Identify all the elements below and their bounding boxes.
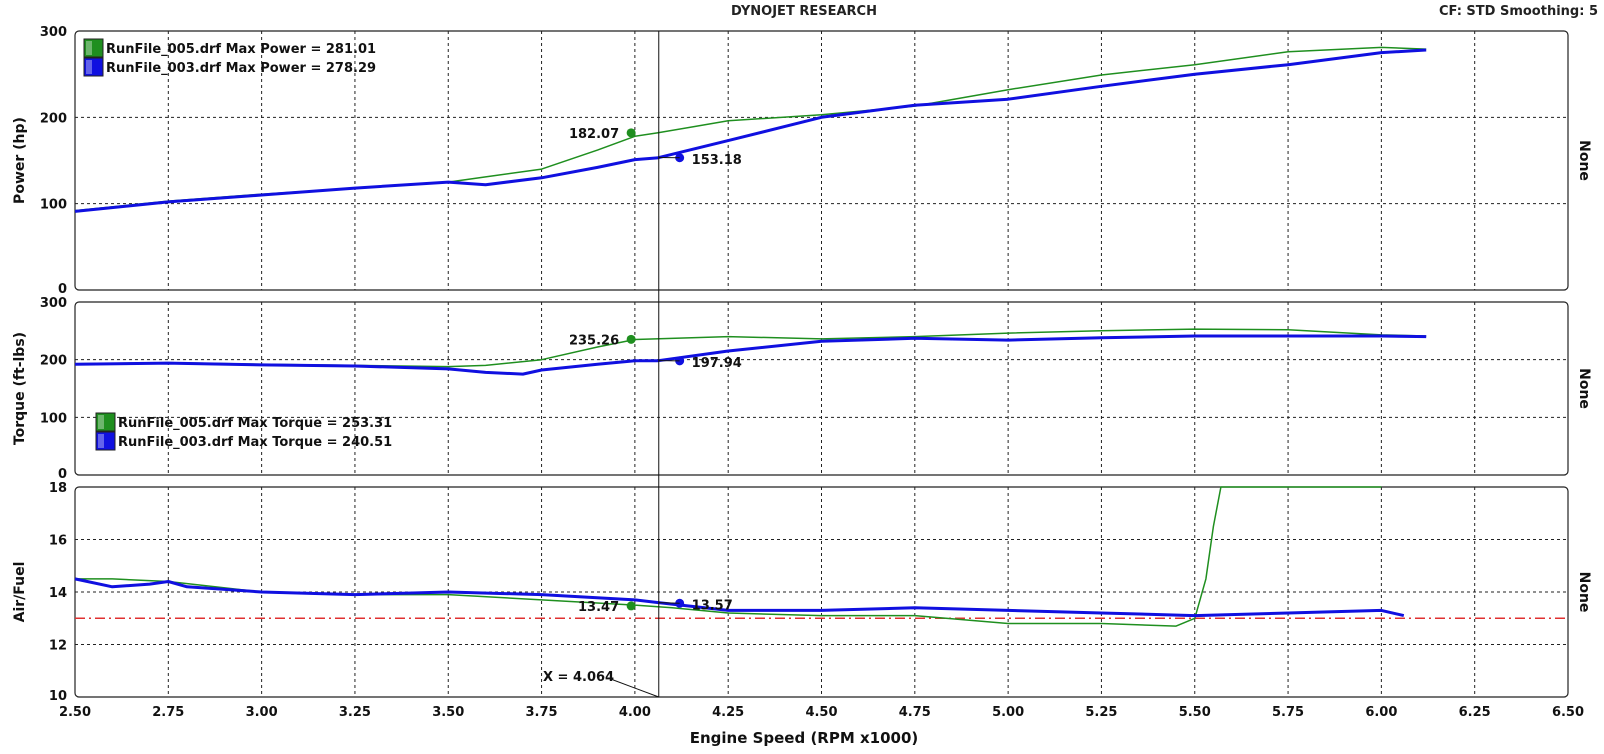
cursor-marker-green [626,334,636,344]
x-tick-label: 3.25 [339,705,371,720]
x-tick-label: 2.50 [59,705,91,720]
series-line-runfile-003 [74,334,1427,376]
x-tick-label: 4.25 [712,705,744,720]
x-tick-label: 2.75 [152,705,184,720]
x-tick-label: 5.25 [1085,705,1117,720]
legend-swatch-highlight [98,415,104,429]
legend-entry: RunFile_005.drf Max Torque = 253.31 [118,416,392,431]
right-axis-label: None [1576,572,1592,613]
x-tick-label: 3.50 [432,705,464,720]
series-line-runfile-003 [74,577,1405,618]
right-axis-label: None [1576,140,1592,181]
legend-swatch [95,431,116,451]
x-tick-label: 3.00 [246,705,278,720]
x-tick-label: 5.50 [1179,705,1211,720]
x-tick-label: 6.50 [1552,705,1584,720]
cursor-marker-green [626,128,636,138]
legend-swatch-highlight [86,41,92,55]
x-tick-label: 4.75 [899,705,931,720]
x-tick-label: 3.75 [526,705,558,720]
legend-swatch-highlight [98,434,104,448]
y-tick-label: 10 [49,689,67,704]
annotation-green-value: 13.47 [578,600,619,615]
y-axis-label: Power (hp) [12,117,28,204]
legend-entry: RunFile_003.drf Max Power = 278.29 [106,61,376,76]
power-panel: 0 100 200 300 Power (hp) None RunFile_005.drf … [12,25,1592,297]
torque-panel: 0 100 200 300 Torque (ft-lbs) None RunFile_005… [12,296,1592,482]
y-tick-label: 16 [49,534,67,549]
legend-swatch [83,57,104,77]
y-tick-label: 100 [40,198,67,213]
y-tick-label: 200 [40,354,67,369]
y-tick-label: 300 [40,25,67,40]
legend-entry: RunFile_003.drf Max Torque = 240.51 [118,435,392,450]
y-tick-label: 18 [49,481,67,496]
chart-title: DYNOJET RESEARCH [731,4,877,19]
x-axis-ticks: 2.50 2.75 3.00 3.25 3.50 3.75 4.00 4.25 4.50 4.75… [59,705,1584,720]
x-axis-label: Engine Speed (RPM x1000) [690,729,919,747]
header-info: CF: STD Smoothing: 5 [1439,4,1598,19]
cursor-marker-green [626,601,636,611]
y-tick-label: 14 [49,586,67,601]
afr-panel: 10 12 14 16 18 Air/Fuel None 13.47 13.57 [12,481,1592,704]
x-tick-label: 4.00 [619,705,651,720]
legend-entry: RunFile_005.drf Max Power = 281.01 [106,42,376,57]
series-line-runfile-003 [74,48,1427,213]
cursor-label: X = 4.064 [543,670,614,685]
y-axis-label: Air/Fuel [12,562,28,623]
legend-swatch-highlight [86,60,92,74]
right-axis-label: None [1576,368,1592,409]
x-tick-label: 6.25 [1459,705,1491,720]
cursor-leader [607,677,659,698]
annotation-blue-value: 153.18 [692,153,742,168]
x-tick-label: 6.00 [1365,705,1397,720]
x-tick-label: 5.75 [1272,705,1304,720]
y-tick-label: 0 [58,467,67,482]
annotation-green-value: 235.26 [569,333,619,348]
x-tick-label: 4.50 [805,705,837,720]
annotation-leader [658,602,680,604]
y-tick-label: 300 [40,296,67,311]
annotation-blue-value: 197.94 [692,356,742,371]
annotation-blue-value: 13.57 [692,598,733,613]
legend-swatch [95,412,116,432]
legend-swatch [83,38,104,58]
y-tick-label: 0 [58,282,67,297]
y-tick-label: 12 [49,639,67,654]
x-tick-label: 5.00 [992,705,1024,720]
annotation-green-value: 182.07 [569,127,619,142]
y-tick-label: 200 [40,111,67,126]
y-axis-label: Torque (ft-lbs) [12,332,28,445]
y-tick-label: 100 [40,411,67,426]
